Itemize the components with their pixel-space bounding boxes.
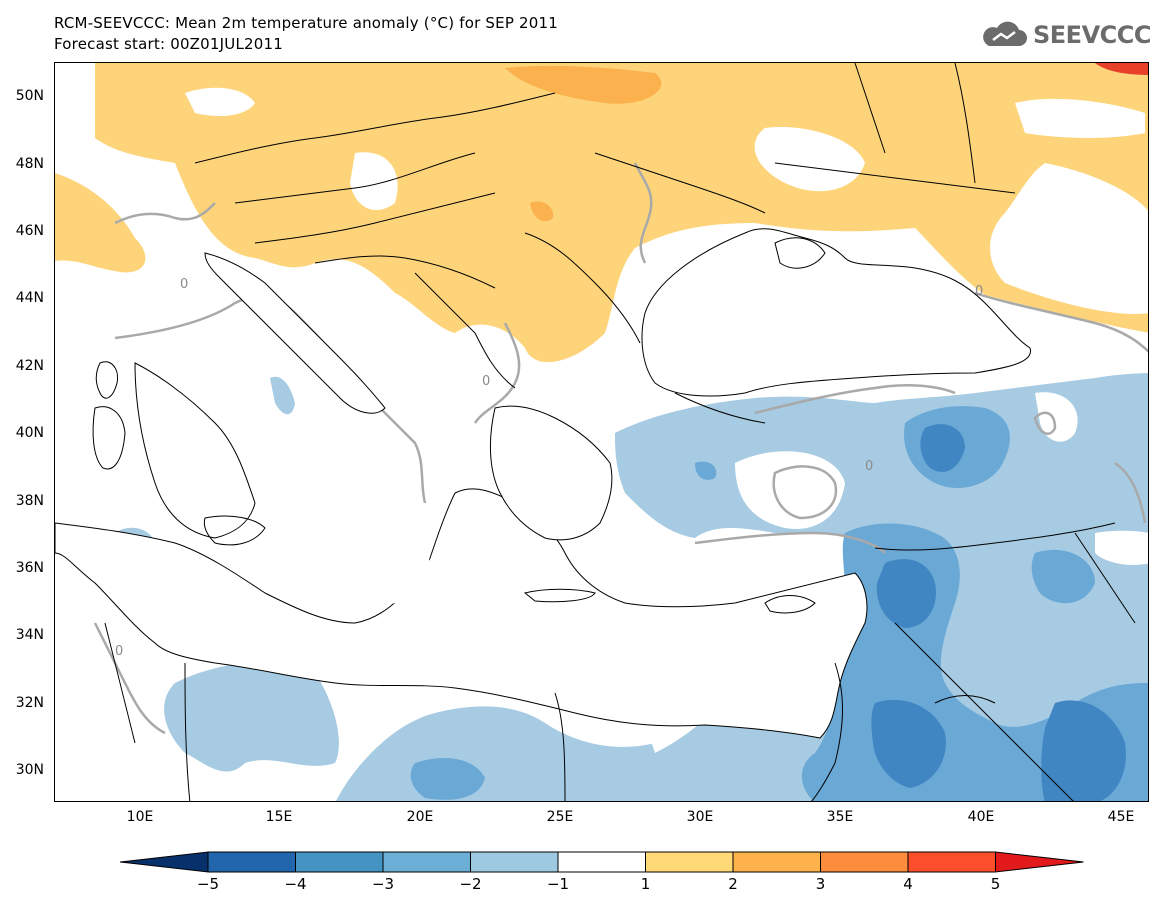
colorbar-label: −5: [196, 875, 220, 893]
lat-tick-label: 38N: [15, 493, 44, 509]
logo-text: SEEVCCC: [1033, 21, 1152, 49]
cold-region-adriatic: [270, 376, 295, 415]
lon-tick-label: 15E: [265, 809, 293, 825]
contour-label: 0: [865, 459, 873, 474]
sardinia-island: [92, 406, 126, 470]
colorbar-arrow-low: [120, 851, 209, 873]
lat-tick-label: 48N: [15, 156, 44, 172]
anomaly-map: 0 0 0 0 0 0: [55, 63, 1148, 801]
colorbar-label: −4: [284, 875, 307, 893]
lon-tick-label: 45E: [1107, 809, 1135, 825]
sicily-island: [203, 515, 266, 546]
lat-tick-label: 44N: [15, 290, 44, 306]
lon-tick-label: 25E: [546, 809, 574, 825]
cyprus-island: [764, 595, 816, 614]
cold3-patch: [1041, 700, 1126, 801]
lat-tick-label: 32N: [15, 695, 44, 711]
lat-tick-label: 42N: [15, 358, 44, 374]
colorbar-bin: [907, 851, 996, 873]
lon-tick-label: 35E: [826, 809, 854, 825]
contour-label: 0: [115, 644, 123, 659]
crete-island: [523, 588, 596, 603]
lon-tick-label: 10E: [126, 809, 154, 825]
seevccc-logo: SEEVCCC: [979, 20, 1152, 50]
aegean-sea: [489, 405, 613, 541]
lon-tick-label: 20E: [406, 809, 434, 825]
cold3-patch: [920, 424, 965, 472]
forecast-start: Forecast start: 00Z01JUL2011: [54, 35, 283, 53]
black-sea: [641, 228, 1031, 397]
warm3-patch: [1095, 63, 1148, 75]
colorbar-bin: [645, 851, 734, 873]
colorbar-bin: [295, 851, 384, 873]
colorbar-bin: [382, 851, 471, 873]
lon-tick-label: 30E: [686, 809, 714, 825]
contour-label: 0: [975, 284, 983, 299]
cold2-patch: [410, 758, 485, 800]
colorbar-bin: [470, 851, 559, 873]
colorbar-label: 3: [815, 875, 826, 893]
lat-tick-label: 40N: [15, 425, 44, 441]
cold3-patch: [876, 559, 936, 628]
cold2-patch: [1031, 549, 1095, 604]
map-area: 0 0 0 0 0 0: [54, 62, 1149, 802]
mediterranean-sea: [55, 488, 868, 739]
lat-tick-label: 36N: [15, 560, 44, 576]
lat-tick-label: 46N: [15, 223, 44, 239]
warm2-patch: [530, 201, 554, 222]
colorbar-label: 4: [903, 875, 913, 893]
contour-label: 0: [482, 374, 490, 389]
warm-region-west: [55, 173, 146, 273]
corsica-island: [95, 361, 119, 399]
cold-region-south: [164, 662, 339, 772]
tyrrhenian-sea: [134, 362, 256, 539]
colorbar-label: 5: [990, 875, 1001, 893]
warm2-patch: [505, 65, 662, 104]
colorbar-bin: [207, 851, 296, 873]
adriatic-sea: [204, 252, 386, 414]
colorbar: [120, 851, 1084, 873]
cold3-patch: [871, 699, 946, 788]
warm-region-north: [95, 63, 1148, 363]
lat-tick-label: 34N: [15, 627, 44, 643]
colorbar-label: −1: [546, 875, 570, 893]
colorbar-label: 1: [640, 875, 651, 893]
colorbar-bin: [820, 851, 909, 873]
colorbar-arrow-high: [995, 851, 1084, 873]
crimea-peninsula: [774, 237, 826, 269]
cold2-patch: [695, 461, 717, 480]
colorbar-bin: [732, 851, 821, 873]
colorbar-label: 2: [728, 875, 738, 893]
zero-contours: [93, 162, 1148, 735]
colorbar-bin: [557, 851, 646, 873]
map-title: RCM-SEEVCCC: Mean 2m temperature anomaly…: [54, 14, 559, 32]
country-borders: [104, 63, 1136, 801]
ionian-sea: [298, 499, 432, 605]
lat-tick-label: 50N: [15, 88, 44, 104]
cloud-icon: [983, 21, 1027, 46]
contour-label: 0: [180, 277, 188, 292]
lat-tick-label: 30N: [15, 762, 44, 778]
colorbar-label: −2: [459, 875, 482, 893]
lon-tick-label: 40E: [967, 809, 995, 825]
colorbar-label: −3: [371, 875, 395, 893]
